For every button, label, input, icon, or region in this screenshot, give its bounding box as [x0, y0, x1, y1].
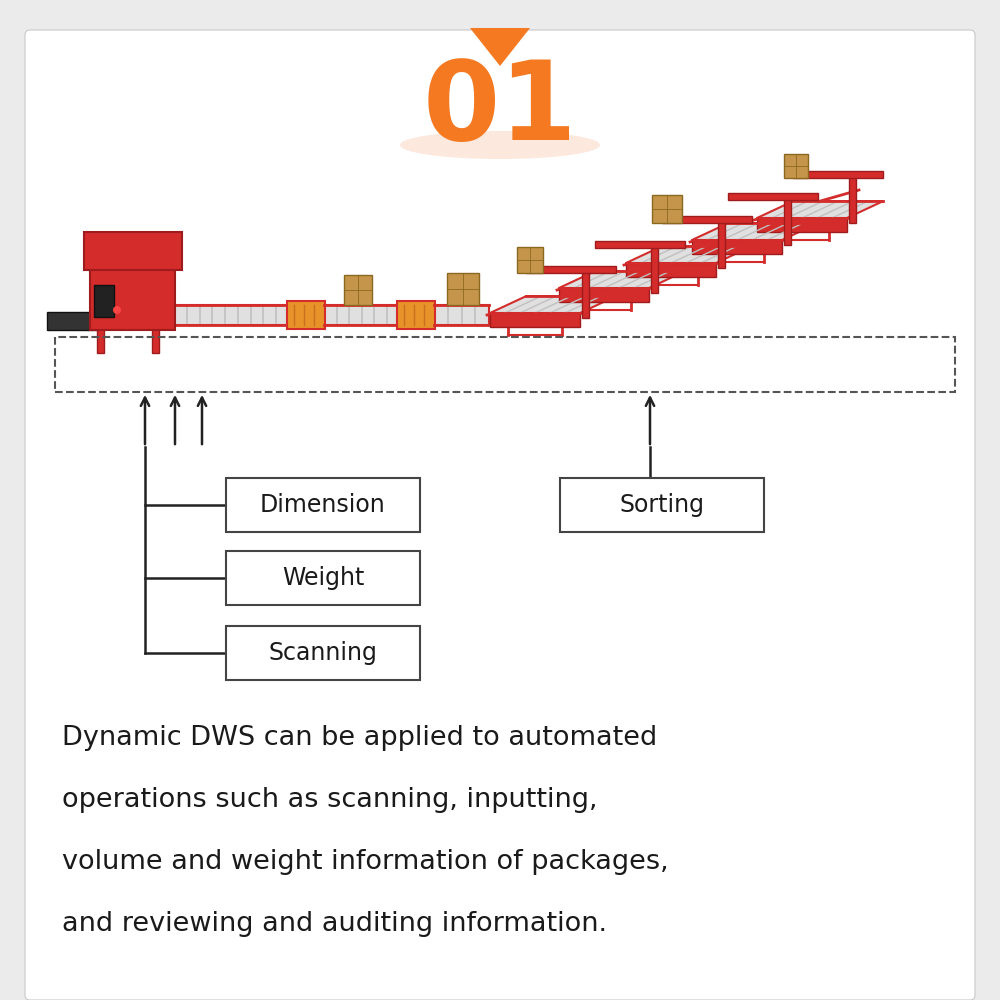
FancyBboxPatch shape: [652, 195, 682, 223]
FancyBboxPatch shape: [287, 301, 325, 329]
Bar: [434, 305, 489, 325]
Bar: [728, 193, 818, 200]
Polygon shape: [757, 218, 847, 232]
FancyBboxPatch shape: [397, 301, 435, 329]
Ellipse shape: [400, 131, 600, 159]
Bar: [152, 329, 159, 353]
FancyBboxPatch shape: [226, 478, 420, 532]
Text: 01: 01: [423, 56, 577, 163]
Polygon shape: [692, 223, 818, 240]
Bar: [97, 329, 104, 353]
Polygon shape: [757, 201, 883, 218]
Polygon shape: [692, 240, 782, 254]
FancyBboxPatch shape: [226, 551, 420, 605]
Polygon shape: [626, 246, 752, 263]
FancyBboxPatch shape: [447, 273, 479, 305]
Polygon shape: [490, 313, 580, 327]
Circle shape: [113, 306, 121, 314]
Bar: [651, 243, 658, 293]
Text: Sorting: Sorting: [620, 493, 704, 517]
Bar: [662, 216, 752, 223]
FancyBboxPatch shape: [784, 154, 808, 178]
Bar: [784, 195, 791, 245]
Text: and reviewing and auditing information.: and reviewing and auditing information.: [62, 911, 607, 937]
Text: Dynamic DWS can be applied to automated: Dynamic DWS can be applied to automated: [62, 725, 657, 751]
Bar: [324, 305, 399, 325]
Polygon shape: [559, 271, 685, 288]
Bar: [718, 218, 725, 268]
FancyBboxPatch shape: [560, 478, 764, 532]
Text: operations such as scanning, inputting,: operations such as scanning, inputting,: [62, 787, 598, 813]
Polygon shape: [490, 296, 616, 313]
Polygon shape: [470, 28, 530, 66]
Bar: [47, 312, 102, 330]
Bar: [174, 305, 289, 325]
Bar: [84, 232, 182, 270]
Text: Scanning: Scanning: [269, 641, 377, 665]
Bar: [582, 268, 589, 318]
Bar: [526, 266, 616, 273]
FancyBboxPatch shape: [344, 275, 372, 305]
Bar: [90, 258, 175, 330]
Polygon shape: [559, 288, 649, 302]
Polygon shape: [626, 263, 716, 277]
FancyBboxPatch shape: [517, 247, 543, 273]
FancyBboxPatch shape: [25, 30, 975, 1000]
Bar: [595, 241, 685, 248]
Text: Weight: Weight: [282, 566, 364, 590]
Bar: [55, 337, 955, 392]
FancyBboxPatch shape: [226, 626, 420, 680]
Text: volume and weight information of packages,: volume and weight information of package…: [62, 849, 669, 875]
Bar: [793, 171, 883, 178]
Bar: [849, 173, 856, 223]
Bar: [94, 285, 114, 317]
Text: Dimension: Dimension: [260, 493, 386, 517]
